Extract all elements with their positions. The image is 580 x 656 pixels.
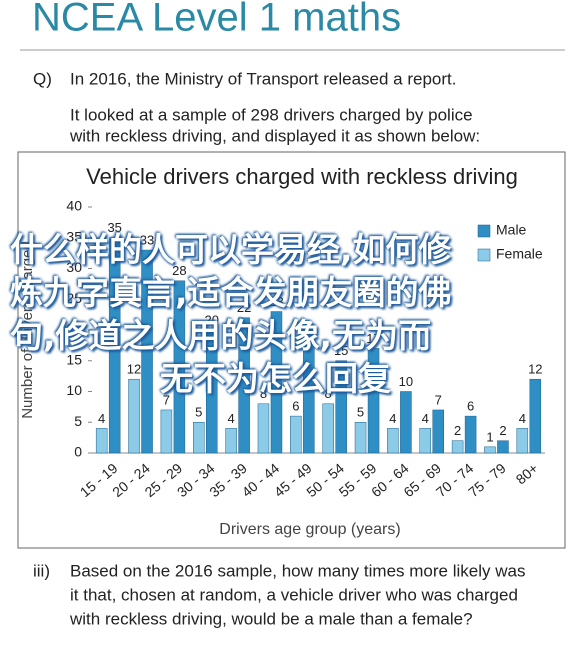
data-label: 35 [107, 220, 121, 235]
x-axis-title: Drivers age group (years) [219, 521, 400, 538]
data-label: 1 [486, 429, 493, 444]
bar [257, 403, 270, 454]
data-label: 18 [302, 325, 316, 340]
data-label: 5 [195, 405, 202, 420]
legend-label: Female [496, 246, 543, 262]
question-text: In 2016, the Ministry of Transport relea… [70, 69, 456, 88]
data-label: 4 [422, 411, 429, 426]
bar [108, 237, 121, 454]
part-label: iii) [33, 561, 50, 580]
bar [206, 329, 218, 454]
legend-swatch [477, 248, 491, 262]
bar [128, 378, 140, 454]
x-tick-label: 75 - 79 [465, 460, 509, 500]
data-label: 17 [366, 331, 380, 346]
bar [400, 391, 412, 454]
y-tick-label: 20 [66, 321, 82, 337]
data-label: 2 [454, 423, 461, 438]
y-tick-label: 0 [74, 444, 82, 460]
y-tick-label: 35 [66, 228, 82, 244]
chart-frame [17, 151, 566, 549]
bar [529, 378, 542, 454]
data-label: 12 [127, 362, 141, 377]
data-label: 6 [292, 399, 299, 414]
overlay-line: 句,修道之人用的头像,无为而 [10, 316, 432, 355]
data-label: 10 [399, 374, 413, 389]
bar [419, 428, 431, 454]
bar [160, 409, 173, 454]
bar [516, 428, 529, 454]
bar [432, 409, 444, 454]
bar [225, 428, 237, 454]
question-label: Q) [33, 69, 52, 88]
data-label: 4 [227, 411, 234, 426]
data-label: 4 [98, 411, 105, 426]
page-title: NCEA Level 1 maths [32, 0, 401, 40]
legend-label: Male [496, 222, 527, 238]
question-text: It looked at a sample of 298 drivers cha… [70, 105, 473, 124]
question-text: with reckless driving, and displayed it … [69, 126, 480, 145]
overlay-line: 炼九字真言,适合发朋友圈的佛 [10, 273, 452, 312]
overlay-line: 无不为怎么回复 [160, 359, 391, 398]
data-label: 33 [140, 232, 154, 247]
bar [387, 428, 399, 454]
bar [451, 440, 464, 454]
bar [290, 415, 302, 454]
bar [497, 440, 509, 454]
part-text: it that, chosen at random, a vehicle dri… [70, 585, 518, 604]
y-tick-label: 5 [74, 413, 82, 429]
part-text: with reckless driving, would be a male t… [69, 609, 473, 628]
data-label: 23 [269, 294, 283, 309]
bar [354, 422, 367, 454]
data-label: 2 [499, 423, 506, 438]
bar [484, 446, 496, 454]
part-text: Based on the 2016 sample, how many times… [70, 561, 525, 580]
data-label: 12 [528, 362, 542, 377]
data-label: 8 [260, 386, 267, 401]
data-label: 7 [163, 392, 170, 407]
overlay-caption: 什么样的人可以学易经,如何修 炼九字真言,适合发朋友圈的佛 句,修道之人用的头像,无… [10, 228, 570, 400]
data-label: 28 [172, 263, 186, 278]
data-label: 15 [334, 343, 348, 358]
bar [95, 428, 108, 454]
data-label: 6 [467, 399, 474, 414]
data-label: 7 [435, 392, 442, 407]
bar [322, 403, 334, 454]
data-label: 8 [325, 386, 332, 401]
bar [141, 249, 153, 454]
data-label: 4 [389, 411, 396, 426]
legend-swatch [477, 224, 491, 238]
bar [335, 360, 347, 454]
bar [464, 415, 477, 454]
bar [367, 348, 380, 454]
bar [270, 311, 283, 454]
x-tick-label: 80+ [513, 460, 541, 488]
bar [238, 317, 250, 454]
data-label: 22 [237, 300, 251, 315]
data-label: 4 [519, 411, 526, 426]
bar [173, 280, 186, 454]
y-tick-label: 30 [66, 259, 82, 275]
y-tick-label: 40 [66, 198, 82, 214]
y-tick-label: 25 [66, 290, 82, 306]
y-axis-title: Number of drivers charged [19, 241, 36, 419]
y-tick-label: 15 [66, 351, 82, 367]
y-tick-label: 10 [66, 382, 82, 398]
data-label: 20 [205, 312, 219, 327]
bar [193, 422, 205, 454]
overlay-line: 什么样的人可以学易经,如何修 [10, 230, 452, 269]
bar [303, 342, 315, 454]
data-label: 5 [357, 405, 364, 420]
chart-title: Vehicle drivers charged with reckless dr… [86, 164, 518, 189]
